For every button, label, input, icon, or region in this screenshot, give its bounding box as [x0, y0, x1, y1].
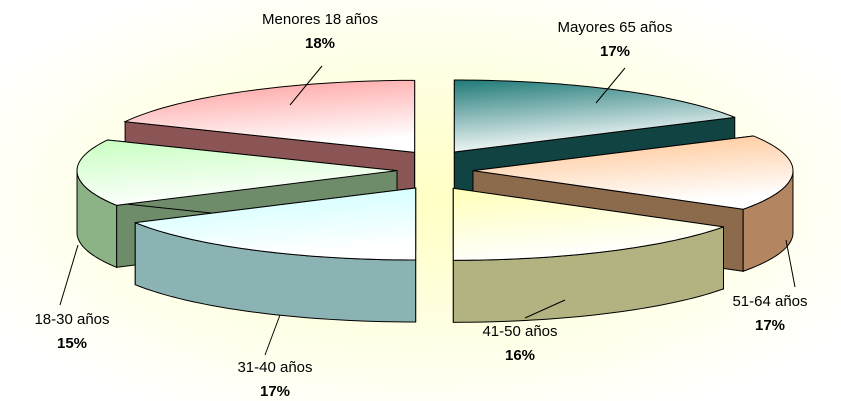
leader-line — [264, 314, 281, 356]
slice-value-label: 17% — [755, 317, 785, 334]
slice-top — [453, 79, 735, 153]
slice-top — [472, 135, 794, 210]
slice-label: 51-64 años — [732, 293, 807, 310]
slice-top — [452, 187, 724, 261]
slice-top — [123, 79, 416, 153]
slice-label: 41-50 años — [482, 323, 557, 340]
slice-value-label: 17% — [260, 383, 290, 400]
leader-line — [785, 239, 796, 288]
slice — [134, 187, 417, 323]
slice-value-label: 17% — [600, 43, 630, 60]
slice — [452, 187, 724, 323]
slice-top — [76, 139, 398, 206]
slice-top — [135, 187, 417, 261]
slice-value-label: 16% — [505, 347, 535, 364]
slice-label: Mayores 65 años — [557, 19, 672, 36]
slice-label: 18-30 años — [34, 311, 109, 328]
leader-line — [524, 299, 566, 319]
leader-line — [289, 65, 323, 106]
slice-label: 31-40 años — [237, 359, 312, 376]
slice-label: Menores 18 años — [262, 11, 378, 28]
slice-value-label: 18% — [305, 35, 335, 52]
slice-value-label: 15% — [57, 335, 87, 352]
leader-line — [59, 244, 79, 306]
leader-line — [595, 67, 626, 104]
